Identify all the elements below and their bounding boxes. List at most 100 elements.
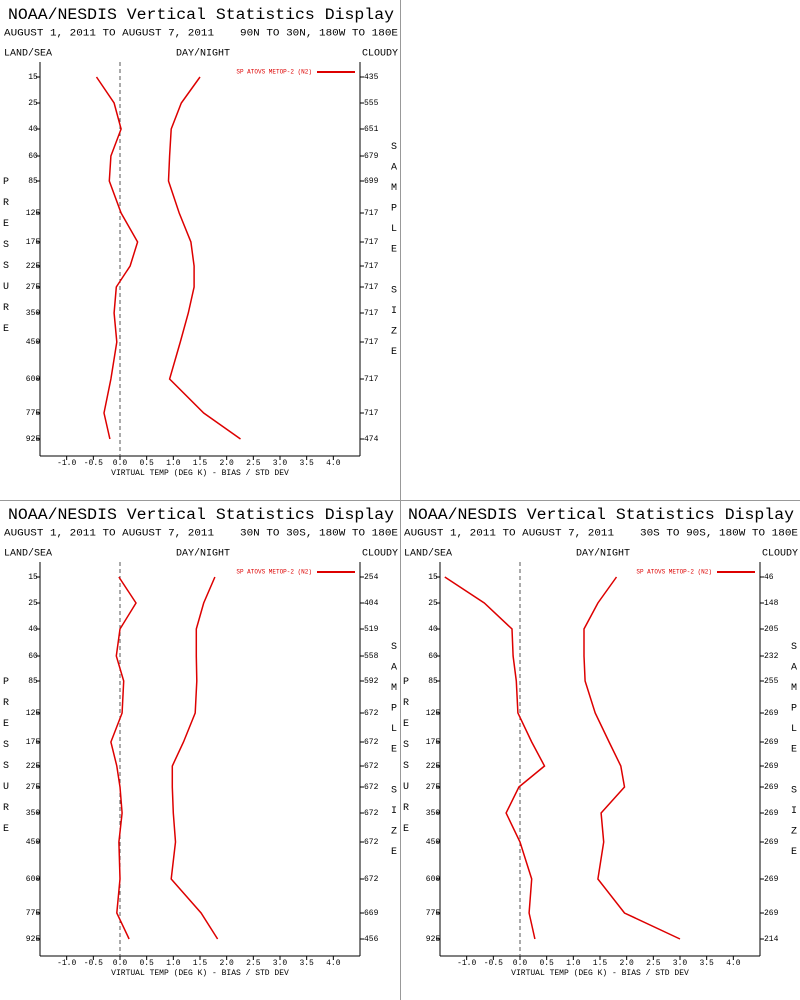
y-tick-label: 600 bbox=[26, 875, 41, 884]
sample-size-label: 555 bbox=[364, 99, 379, 108]
land-sea-label: LAND/SEA bbox=[4, 48, 52, 60]
y-tick-label: 350 bbox=[426, 809, 441, 818]
sample-size-label: 672 bbox=[364, 738, 379, 747]
x-tick-label: 1.5 bbox=[193, 459, 208, 468]
y-tick-label: 25 bbox=[428, 599, 438, 608]
sample-size-label: 679 bbox=[364, 152, 379, 161]
cloud-label: CLOUDY bbox=[362, 49, 398, 60]
x-tick-label: 2.0 bbox=[219, 959, 234, 968]
x-tick-label: 0.0 bbox=[513, 959, 528, 968]
x-tick-label: 4.0 bbox=[726, 959, 741, 968]
cloud-label: CLOUDY bbox=[362, 549, 398, 560]
x-tick-label: -1.0 bbox=[57, 459, 76, 468]
std-dev-line bbox=[167, 76, 241, 440]
y-tick-label: 275 bbox=[426, 783, 441, 792]
bias-line bbox=[110, 576, 137, 940]
sample-size-label: 214 bbox=[764, 935, 779, 944]
x-tick-label: 4.0 bbox=[326, 959, 341, 968]
chart-subtitle: AUGUST 1, 2011 TO AUGUST 7, 2011 bbox=[404, 529, 614, 540]
x-tick-label: 1.0 bbox=[166, 959, 181, 968]
y-tick-label: 600 bbox=[426, 875, 441, 884]
sample-size-label: 269 bbox=[764, 909, 779, 918]
y-tick-label: 25 bbox=[28, 599, 38, 608]
x-tick-label: -1.0 bbox=[457, 959, 476, 968]
x-tick-label: 0.0 bbox=[113, 459, 128, 468]
day-night-label: DAY/NIGHT bbox=[176, 48, 230, 60]
sample-size-label: 474 bbox=[364, 435, 379, 444]
y-tick-label: 225 bbox=[26, 762, 41, 771]
x-tick-label: 0.5 bbox=[139, 459, 154, 468]
y-tick-label: 40 bbox=[428, 625, 438, 634]
land-sea-label: LAND/SEA bbox=[404, 548, 452, 560]
y-tick-label: 85 bbox=[28, 677, 38, 686]
sample-size-label: 592 bbox=[364, 677, 379, 686]
sample-size-label: 269 bbox=[764, 809, 779, 818]
y-tick-label: 125 bbox=[26, 209, 41, 218]
y-tick-label: 175 bbox=[26, 738, 41, 747]
chart-panel: NOAA/NESDIS Vertical Statistics Display A… bbox=[3, 506, 398, 978]
sample-size-label: 232 bbox=[764, 652, 779, 661]
sample-size-label: 717 bbox=[364, 262, 379, 271]
sample-size-label: 558 bbox=[364, 652, 379, 661]
x-tick-label: -0.5 bbox=[484, 959, 503, 968]
x-tick-label: 3.0 bbox=[273, 959, 288, 968]
y-tick-label: 225 bbox=[426, 762, 441, 771]
sample-size-label: 46 bbox=[764, 573, 774, 582]
x-tick-label: 2.5 bbox=[246, 959, 261, 968]
bias-line bbox=[95, 76, 139, 440]
y-tick-label: 15 bbox=[428, 573, 438, 582]
y-tick-label: 775 bbox=[426, 909, 441, 918]
sample-size-label: 205 bbox=[764, 625, 779, 634]
bias-line bbox=[444, 576, 546, 940]
sample-size-label: 456 bbox=[364, 935, 379, 944]
sample-size-label: 717 bbox=[364, 238, 379, 247]
sample-size-label: 269 bbox=[764, 709, 779, 718]
sample-size-label: 717 bbox=[364, 209, 379, 218]
x-tick-label: 3.5 bbox=[299, 959, 314, 968]
sample-size-label: 254 bbox=[364, 573, 379, 582]
chart-title: NOAA/NESDIS Vertical Statistics Display bbox=[8, 6, 394, 24]
y-tick-label: 85 bbox=[28, 177, 38, 186]
cloud-label: CLOUDY bbox=[762, 549, 798, 560]
sample-size-label: 255 bbox=[764, 677, 779, 686]
legend-label: SP ATOVS METOP-2 (N2) bbox=[636, 569, 712, 576]
x-tick-label: 2.5 bbox=[646, 959, 661, 968]
x-tick-label: 1.5 bbox=[593, 959, 608, 968]
sample-size-label: 269 bbox=[764, 783, 779, 792]
y-tick-label: 350 bbox=[26, 809, 41, 818]
sample-size-label: 148 bbox=[764, 599, 779, 608]
sample-size-label: 269 bbox=[764, 738, 779, 747]
day-night-label: DAY/NIGHT bbox=[576, 548, 630, 560]
y-tick-label: 925 bbox=[26, 435, 41, 444]
sample-size-label: 651 bbox=[364, 125, 379, 134]
chart-panel: NOAA/NESDIS Vertical Statistics Display A… bbox=[403, 506, 798, 978]
x-axis-label: VIRTUAL TEMP (DEG K) - BIAS / STD DEV bbox=[511, 969, 689, 978]
x-tick-label: 3.5 bbox=[299, 459, 314, 468]
x-tick-label: 3.0 bbox=[673, 959, 688, 968]
chart-region: 30S TO 90S, 180W TO 180E bbox=[640, 529, 798, 540]
sample-size-label: 269 bbox=[764, 838, 779, 847]
sample-size-label: 404 bbox=[364, 599, 379, 608]
chart-region: 30N TO 30S, 180W TO 180E bbox=[240, 529, 398, 540]
chart-subtitle: AUGUST 1, 2011 TO AUGUST 7, 2011 bbox=[4, 29, 214, 40]
chart-title: NOAA/NESDIS Vertical Statistics Display bbox=[408, 506, 794, 524]
x-tick-label: -0.5 bbox=[84, 959, 103, 968]
y-tick-label: 350 bbox=[26, 309, 41, 318]
y-tick-label: 60 bbox=[28, 652, 38, 661]
y-tick-label: 60 bbox=[28, 152, 38, 161]
legend-label: SP ATOVS METOP-2 (N2) bbox=[236, 569, 312, 576]
y-tick-label: 60 bbox=[428, 652, 438, 661]
y-tick-label: 600 bbox=[26, 375, 41, 384]
x-axis-label: VIRTUAL TEMP (DEG K) - BIAS / STD DEV bbox=[111, 969, 289, 978]
legend-label: SP ATOVS METOP-2 (N2) bbox=[236, 69, 312, 76]
sample-size-label: 717 bbox=[364, 409, 379, 418]
y-tick-label: 85 bbox=[428, 677, 438, 686]
sample-size-label: 269 bbox=[764, 875, 779, 884]
sample-size-label: 672 bbox=[364, 875, 379, 884]
